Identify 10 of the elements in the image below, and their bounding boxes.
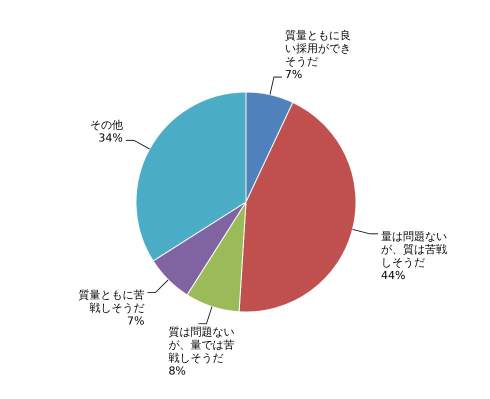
slice-label: 質は問題ないが、量では苦戦しそうだ [168,326,234,365]
slice-label: その他 [90,118,123,132]
data-label: 7% [284,68,302,82]
data-label: 7% [127,314,144,328]
slice-label: 質量ともに良い採用ができそうだ [284,29,351,68]
data-label: 34% [98,131,123,144]
slice-label: 質量ともに苦戦しそうだ [78,288,144,315]
slice-label: 量は問題ないが、質は苦戦しそうだ [380,230,447,269]
data-label: 8% [168,364,186,378]
data-label: 44% [380,268,406,282]
